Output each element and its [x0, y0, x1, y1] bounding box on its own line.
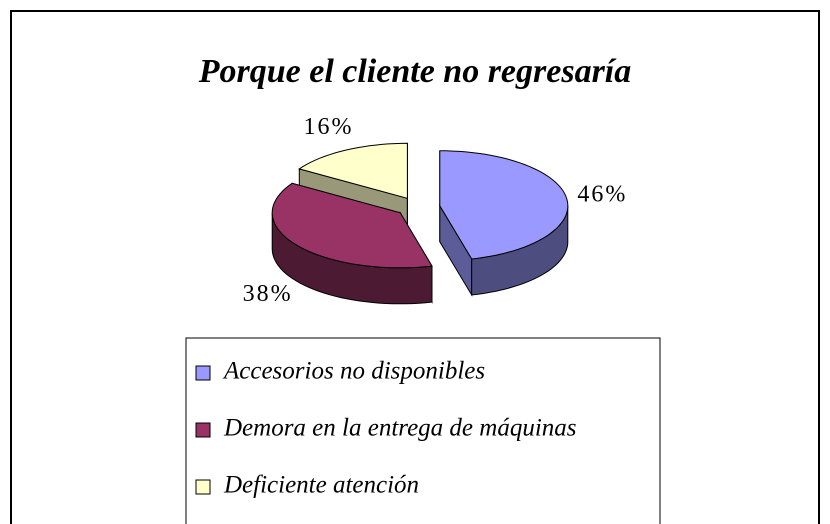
slice-top	[298, 142, 408, 199]
pie-slice	[439, 150, 569, 297]
legend-label: Deficiente atención	[223, 472, 419, 499]
data-label: 38%	[243, 281, 293, 307]
legend-items: Accesorios no disponibles Demora en la en…	[195, 358, 577, 499]
legend	[185, 337, 661, 524]
legend-swatch	[195, 479, 211, 495]
chart-title: Porque el cliente no regresaría	[198, 53, 632, 90]
pie: 16% 46% 38%	[243, 114, 627, 307]
data-label: 46%	[577, 181, 627, 207]
data-label: 16%	[303, 114, 353, 140]
slice-top	[271, 182, 433, 269]
legend-swatch	[195, 365, 211, 381]
slice-top	[439, 150, 569, 260]
legend-label: Accesorios no disponibles	[222, 358, 485, 385]
legend-swatch	[195, 422, 211, 438]
legend-label: Demora en la entrega de máquinas	[223, 415, 577, 442]
pie-slice	[271, 182, 433, 305]
